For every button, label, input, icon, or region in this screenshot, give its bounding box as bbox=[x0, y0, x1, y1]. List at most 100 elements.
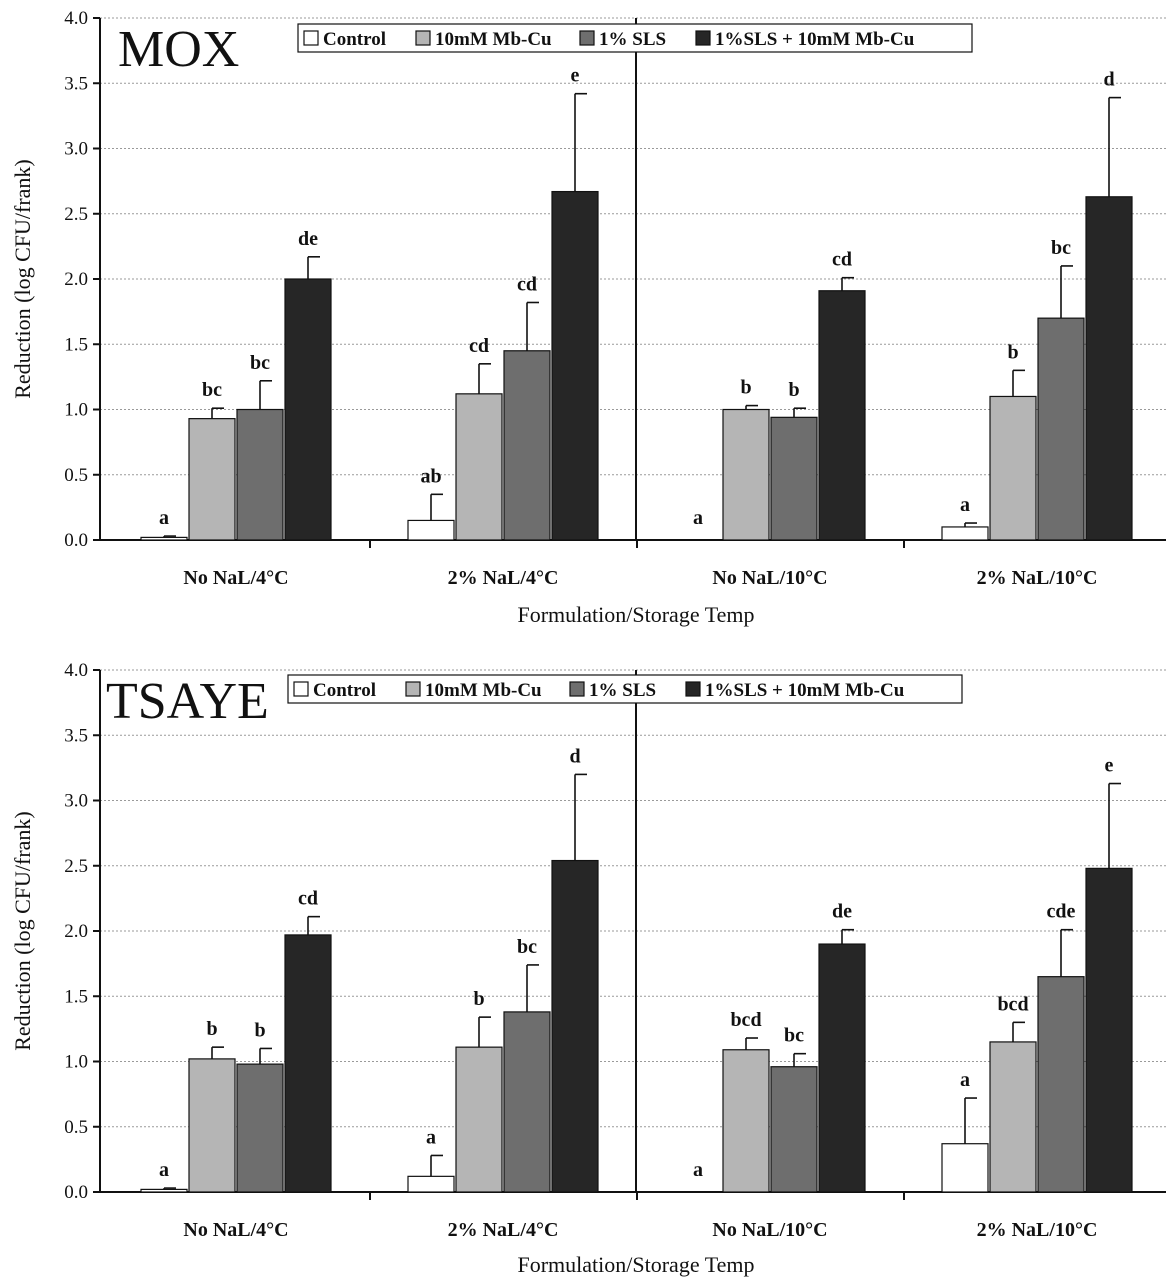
significance-letter: cde bbox=[1047, 901, 1076, 923]
significance-letter: cd bbox=[469, 335, 489, 357]
category-label: No NaL/4°C bbox=[183, 567, 288, 589]
y-tick-label: 3.0 bbox=[64, 139, 88, 160]
significance-letter: a bbox=[159, 1159, 169, 1181]
y-tick-label: 1.0 bbox=[64, 1052, 88, 1073]
significance-letter: bc bbox=[202, 379, 222, 401]
y-tick-label: 2.0 bbox=[64, 921, 88, 942]
significance-letter: d bbox=[569, 745, 580, 767]
significance-letter: cd bbox=[832, 249, 852, 271]
bar-1-sls-10mm-mb-cu-2-nal-10-c bbox=[1085, 867, 1133, 1193]
legend-swatch bbox=[293, 681, 309, 697]
significance-letter: bcd bbox=[730, 1009, 761, 1031]
bar-1-sls-2-nal-4-c bbox=[503, 1011, 551, 1193]
bar-1-sls-no-nal-4-c bbox=[236, 408, 284, 541]
y-tick-label: 0.5 bbox=[64, 465, 88, 486]
significance-letter: bc bbox=[250, 352, 270, 374]
significance-letter: bc bbox=[784, 1025, 804, 1047]
y-tick-label: 4.0 bbox=[64, 8, 88, 29]
significance-letter: a bbox=[960, 494, 970, 516]
significance-letter: bc bbox=[517, 936, 537, 958]
y-tick-label: 3.5 bbox=[64, 73, 88, 94]
bar-1-sls-2-nal-10-c bbox=[1037, 976, 1085, 1193]
bar-10mm-mb-cu-no-nal-4-c bbox=[188, 418, 236, 541]
bar-10mm-mb-cu-2-nal-10-c bbox=[989, 1041, 1037, 1193]
bar-1-sls-10mm-mb-cu-2-nal-10-c bbox=[1085, 196, 1133, 541]
bar-10mm-mb-cu-no-nal-10-c bbox=[722, 408, 770, 541]
legend-swatch bbox=[685, 681, 701, 697]
y-tick-label: 2.0 bbox=[64, 269, 88, 290]
bar-1-sls-no-nal-10-c bbox=[770, 416, 818, 541]
x-axis-title: Formulation/Storage Temp bbox=[518, 602, 755, 627]
significance-letter: cd bbox=[517, 273, 537, 295]
bar-1-sls-10mm-mb-cu-2-nal-4-c bbox=[551, 859, 599, 1193]
chart-mox: 0.00.51.01.52.02.53.03.54.0aabaabccdbbbc… bbox=[10, 8, 1166, 627]
legend-entry-1-sls: 1% SLS bbox=[589, 680, 656, 701]
bar-control-no-nal-4-c bbox=[140, 536, 188, 541]
significance-letter: a bbox=[426, 1126, 436, 1148]
category-label: 2% NaL/10°C bbox=[977, 567, 1098, 589]
significance-letter: de bbox=[832, 901, 852, 923]
bar-control-2-nal-10-c bbox=[941, 526, 989, 541]
legend-entry-control: Control bbox=[313, 680, 376, 701]
significance-letter: b bbox=[206, 1018, 217, 1040]
significance-letter: a bbox=[960, 1069, 970, 1091]
legend-entry-10mm-mb-cu: 10mM Mb-Cu bbox=[425, 680, 542, 701]
bar-control-no-nal-4-c bbox=[140, 1188, 188, 1193]
legend-box bbox=[287, 674, 963, 704]
significance-letter: cd bbox=[298, 888, 318, 910]
y-tick-label: 1.0 bbox=[64, 400, 88, 421]
legend-entry-10mm-mb-cu: 10mM Mb-Cu bbox=[435, 29, 552, 50]
bar-control-2-nal-4-c bbox=[407, 519, 455, 541]
significance-letter: ab bbox=[420, 465, 441, 487]
bar-1-sls-10mm-mb-cu-no-nal-4-c bbox=[284, 278, 332, 541]
bar-10mm-mb-cu-2-nal-10-c bbox=[989, 395, 1037, 541]
significance-letter: b bbox=[473, 988, 484, 1010]
bar-1-sls-2-nal-10-c bbox=[1037, 317, 1085, 541]
category-label: 2% NaL/4°C bbox=[448, 1219, 559, 1241]
chart-tsaye: 0.00.51.01.52.02.53.03.54.0aaaabbbcdbcdb… bbox=[10, 660, 1166, 1277]
category-label: No NaL/10°C bbox=[712, 1219, 827, 1241]
legend-entry-1-sls-10mm-mb-cu: 1%SLS + 10mM Mb-Cu bbox=[715, 29, 915, 50]
bar-1-sls-10mm-mb-cu-no-nal-10-c bbox=[818, 290, 866, 541]
y-tick-label: 4.0 bbox=[64, 660, 88, 681]
y-tick-label: 1.5 bbox=[64, 334, 88, 355]
bar-1-sls-2-nal-4-c bbox=[503, 350, 551, 541]
bar-1-sls-10mm-mb-cu-no-nal-10-c bbox=[818, 943, 866, 1193]
y-tick-label: 0.0 bbox=[64, 530, 88, 551]
bar-10mm-mb-cu-no-nal-4-c bbox=[188, 1058, 236, 1193]
significance-letter: b bbox=[1007, 341, 1018, 363]
legend-entry-1-sls-10mm-mb-cu: 1%SLS + 10mM Mb-Cu bbox=[705, 680, 905, 701]
legend-swatch bbox=[695, 30, 711, 46]
significance-letter: a bbox=[693, 1159, 703, 1181]
bar-10mm-mb-cu-no-nal-10-c bbox=[722, 1049, 770, 1193]
panel-title: TSAYE bbox=[106, 673, 269, 730]
legend-swatch bbox=[579, 30, 595, 46]
y-tick-label: 0.5 bbox=[64, 1117, 88, 1138]
significance-letter: d bbox=[1103, 69, 1114, 91]
bar-control-2-nal-10-c bbox=[941, 1143, 989, 1193]
significance-letter: a bbox=[693, 507, 703, 529]
bar-1-sls-no-nal-10-c bbox=[770, 1066, 818, 1193]
category-label: No NaL/4°C bbox=[183, 1219, 288, 1241]
significance-letter: a bbox=[159, 507, 169, 529]
significance-letter: bc bbox=[1051, 237, 1071, 259]
bar-control-2-nal-4-c bbox=[407, 1175, 455, 1193]
y-tick-label: 3.5 bbox=[64, 725, 88, 746]
legend-entry-1-sls: 1% SLS bbox=[599, 29, 666, 50]
y-axis-title: Reduction (log CFU/frank) bbox=[10, 811, 35, 1051]
significance-letter: b bbox=[788, 379, 799, 401]
x-axis-title: Formulation/Storage Temp bbox=[518, 1252, 755, 1277]
legend-swatch bbox=[569, 681, 585, 697]
legend-swatch bbox=[415, 30, 431, 46]
significance-letter: bcd bbox=[997, 993, 1028, 1015]
legend-swatch bbox=[405, 681, 421, 697]
bar-1-sls-10mm-mb-cu-no-nal-4-c bbox=[284, 934, 332, 1193]
legend-box bbox=[297, 23, 973, 53]
significance-letter: e bbox=[1105, 755, 1114, 777]
significance-letter: e bbox=[571, 65, 580, 87]
y-axis-title: Reduction (log CFU/frank) bbox=[10, 159, 35, 399]
bar-10mm-mb-cu-2-nal-4-c bbox=[455, 1046, 503, 1193]
y-tick-label: 3.0 bbox=[64, 791, 88, 812]
legend: Control 10mM Mb-Cu 1% SLS 1%SLS + 10mM Mb-C… bbox=[297, 23, 973, 53]
